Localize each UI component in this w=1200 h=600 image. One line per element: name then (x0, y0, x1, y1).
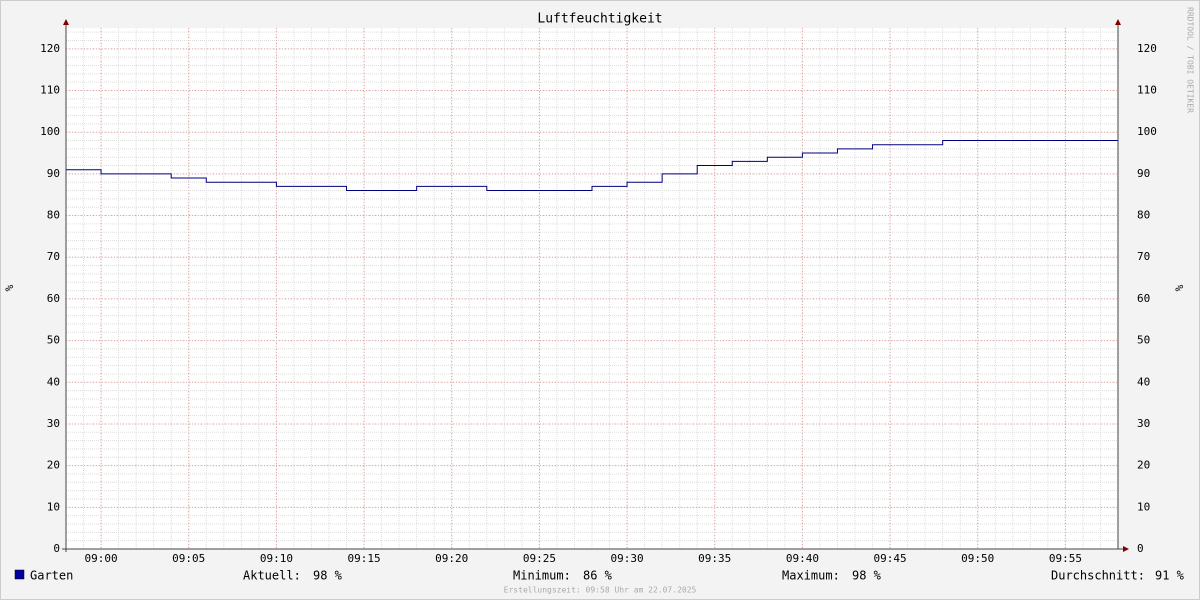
y2-tick-label: 70 (1137, 250, 1150, 263)
chart-title: Luftfeuchtigkeit (537, 12, 662, 27)
y-axis-label: % (3, 284, 16, 291)
watermark: RRDTOOL / TOBI OETIKER (1186, 7, 1195, 113)
y2-tick-label: 30 (1137, 417, 1150, 430)
y2-tick-label: 20 (1137, 459, 1150, 472)
stat-label: Aktuell: (243, 569, 301, 583)
y2-tick-label: 10 (1137, 500, 1150, 513)
y-tick-label: 70 (47, 250, 60, 263)
footer: Erstellungszeit: 09:58 Uhr am 22.07.2025 (504, 586, 697, 595)
x-tick-label: 09:25 (523, 552, 556, 565)
y-tick-label: 0 (53, 542, 60, 555)
y2-tick-label: 110 (1137, 84, 1157, 97)
x-tick-label: 09:00 (85, 552, 118, 565)
y2-axis-label: % (1173, 284, 1186, 291)
y2-tick-label: 40 (1137, 375, 1150, 388)
y2-tick-label: 0 (1137, 542, 1144, 555)
y2-tick-label: 100 (1137, 125, 1157, 138)
y-tick-label: 90 (47, 167, 60, 180)
stat-value: 86 % (583, 569, 613, 583)
x-tick-label: 09:10 (260, 552, 293, 565)
stat-value: 98 % (313, 569, 343, 583)
x-tick-label: 09:50 (961, 552, 994, 565)
stat-label: Maximum: (782, 569, 840, 583)
y-tick-label: 40 (47, 375, 60, 388)
axis-arrow (63, 19, 69, 25)
y-tick-label: 120 (40, 42, 60, 55)
x-tick-label: 09:40 (786, 552, 819, 565)
legend-swatch (14, 569, 25, 580)
stat-value: 91 % (1155, 569, 1185, 583)
x-tick-label: 09:15 (348, 552, 381, 565)
y-tick-label: 30 (47, 417, 60, 430)
stat-value: 98 % (852, 569, 882, 583)
legend-label: Garten (30, 569, 73, 583)
x-tick-label: 09:35 (698, 552, 731, 565)
y-tick-label: 50 (47, 334, 60, 347)
y-tick-label: 80 (47, 209, 60, 222)
stat-label: Minimum: (513, 569, 571, 583)
y2-tick-label: 50 (1137, 334, 1150, 347)
y2-tick-label: 60 (1137, 292, 1150, 305)
x-tick-label: 09:55 (1049, 552, 1082, 565)
x-tick-label: 09:05 (172, 552, 205, 565)
stat-label: Durchschnitt: (1051, 569, 1145, 583)
axis-arrow (1123, 546, 1129, 552)
y-tick-label: 100 (40, 125, 60, 138)
x-tick-label: 09:20 (435, 552, 468, 565)
y-tick-label: 60 (47, 292, 60, 305)
y-tick-label: 10 (47, 500, 60, 513)
x-tick-label: 09:45 (874, 552, 907, 565)
series-line (66, 140, 1118, 192)
x-tick-label: 09:30 (611, 552, 644, 565)
y-tick-label: 110 (40, 84, 60, 97)
y2-tick-label: 80 (1137, 209, 1150, 222)
axis-arrow (1115, 19, 1121, 25)
y2-tick-label: 90 (1137, 167, 1150, 180)
y-tick-label: 20 (47, 459, 60, 472)
y2-tick-label: 120 (1137, 42, 1157, 55)
